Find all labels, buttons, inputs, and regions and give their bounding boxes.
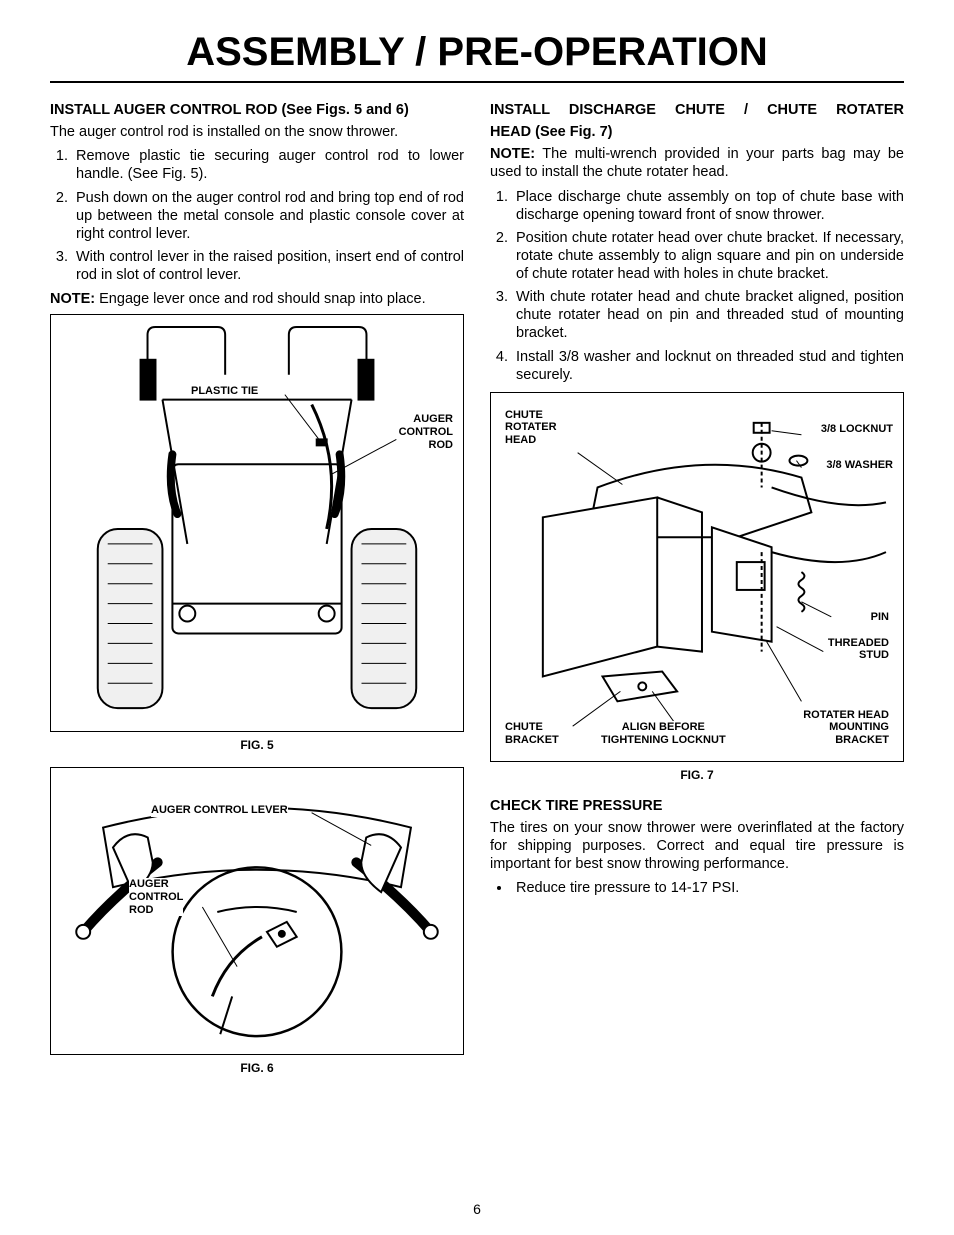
heading-install-chute-b: HEAD (See Fig. 7) (490, 123, 904, 141)
step: Remove plastic tie securing auger contro… (72, 147, 464, 183)
step: Position chute rotater head over chute b… (512, 229, 904, 283)
fig6-caption: FIG. 6 (50, 1061, 464, 1076)
note-intro: NOTE: The multi-wrench provided in your … (490, 145, 904, 181)
note-intro-text: The multi-wrench provided in your parts … (490, 146, 904, 180)
auger-steps: Remove plastic tie securing auger contro… (50, 147, 464, 284)
label-locknut: 3/8 LOCKNUT (821, 423, 893, 436)
label-rotater-mounting-bracket: ROTATER HEAD MOUNTING BRACKET (803, 709, 889, 747)
heading-tire-pressure: CHECK TIRE PRESSURE (490, 797, 904, 815)
heading-install-chute-a: INSTALL DISCHARGE CHUTE / CHUTE ROTATER (490, 101, 904, 119)
label-auger-control-rod: AUGER CONTROL ROD (399, 413, 453, 451)
note-text: Engage lever once and rod should snap in… (99, 291, 425, 307)
bullet: Reduce tire pressure to 14-17 PSI. (512, 879, 904, 897)
step: Install 3/8 washer and locknut on thread… (512, 348, 904, 384)
label-chute-bracket: CHUTE BRACKET (505, 721, 559, 746)
label-threaded-stud: THREADED STUD (828, 637, 889, 662)
heading-install-auger-rod: INSTALL AUGER CONTROL ROD (See Figs. 5 a… (50, 101, 464, 119)
label-align: ALIGN BEFORE TIGHTENING LOCKNUT (601, 721, 726, 746)
label-chute-rotater-head: CHUTE ROTATER HEAD (505, 409, 557, 447)
label-pin: PIN (871, 611, 889, 624)
left-column: INSTALL AUGER CONTROL ROD (See Figs. 5 a… (50, 101, 464, 1090)
label-auger-control-rod-6: AUGER CONTROL ROD (129, 878, 183, 916)
label-plastic-tie: PLASTIC TIE (191, 385, 258, 398)
chute-steps: Place discharge chute assembly on top of… (490, 188, 904, 384)
figure-7: CHUTE ROTATER HEAD 3/8 LOCKNUT 3/8 WASHE… (490, 392, 904, 762)
figure-5: PLASTIC TIE AUGER CONTROL ROD (50, 314, 464, 732)
page-title: ASSEMBLY / PRE-OPERATION (50, 30, 904, 83)
fig7-caption: FIG. 7 (490, 768, 904, 783)
right-column: INSTALL DISCHARGE CHUTE / CHUTE ROTATER … (490, 101, 904, 1090)
page-number: 6 (0, 1201, 954, 1217)
step: With control lever in the raised positio… (72, 248, 464, 284)
label-auger-control-lever: AUGER CONTROL LEVER (151, 804, 288, 817)
step: Place discharge chute assembly on top of… (512, 188, 904, 224)
label-washer: 3/8 WASHER (826, 459, 893, 472)
fig7-svg (491, 393, 903, 761)
step: Push down on the auger control rod and b… (72, 189, 464, 243)
step: With chute rotater head and chute bracke… (512, 288, 904, 342)
fig5-svg (51, 315, 463, 731)
tire-para: The tires on your snow thrower were over… (490, 819, 904, 873)
content-columns: INSTALL AUGER CONTROL ROD (See Figs. 5 a… (50, 101, 904, 1090)
tire-bullets: Reduce tire pressure to 14-17 PSI. (490, 879, 904, 897)
figure-6: AUGER CONTROL LEVER AUGER CONTROL ROD (50, 767, 464, 1055)
intro-para: The auger control rod is installed on th… (50, 123, 464, 141)
note-para: NOTE: Engage lever once and rod should s… (50, 290, 464, 308)
fig5-caption: FIG. 5 (50, 738, 464, 753)
